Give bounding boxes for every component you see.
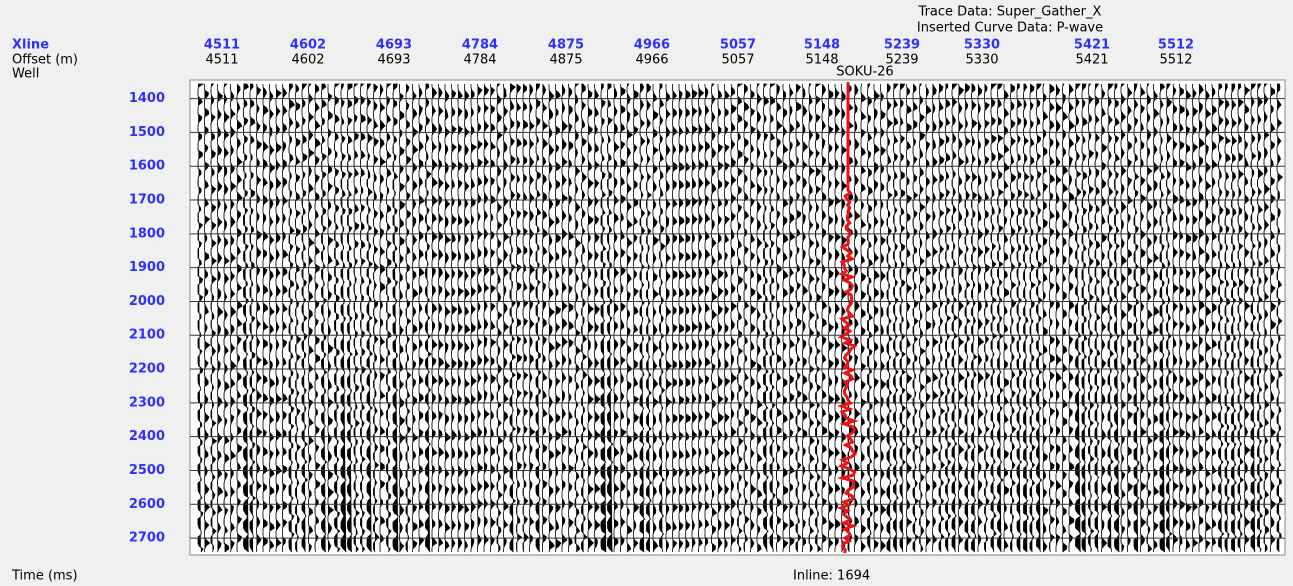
offset-value: 4602 xyxy=(291,53,324,68)
trace-data-title: Trace Data: Super_Gather_X xyxy=(918,5,1102,20)
xline-value: 4875 xyxy=(548,38,584,53)
offset-value: 5148 xyxy=(805,53,838,68)
xline-value: 5239 xyxy=(884,38,920,53)
offset-label: Offset (m) xyxy=(12,53,78,68)
curve-data-title: Inserted Curve Data: P-wave xyxy=(917,21,1103,36)
time-tick-label: 1500 xyxy=(129,125,165,140)
offset-value: 4875 xyxy=(549,53,582,68)
xline-value: 5057 xyxy=(720,38,756,53)
xline-value: 4602 xyxy=(290,38,326,53)
time-tick-label: 2100 xyxy=(129,328,165,343)
xline-value: 5512 xyxy=(1158,38,1194,53)
time-label: Time (ms) xyxy=(11,569,78,584)
time-tick-label: 1700 xyxy=(129,193,165,208)
time-tick-label: 1800 xyxy=(129,226,165,241)
offset-value: 5512 xyxy=(1159,53,1192,68)
time-tick-label: 2600 xyxy=(129,497,165,512)
offset-value: 5421 xyxy=(1075,53,1108,68)
xline-value: 4784 xyxy=(462,38,498,53)
time-tick-label: 2500 xyxy=(129,463,165,478)
xline-value: 5421 xyxy=(1074,38,1110,53)
offset-value: 4966 xyxy=(635,53,668,68)
xline-value: 4511 xyxy=(204,38,240,53)
time-tick-label: 2200 xyxy=(129,362,165,377)
xline-label: Xline xyxy=(12,38,49,53)
offset-value: 5239 xyxy=(885,53,918,68)
offset-value: 4784 xyxy=(463,53,496,68)
time-tick-label: 1400 xyxy=(129,91,165,106)
time-tick-label: 1600 xyxy=(129,159,165,174)
xline-value: 5148 xyxy=(804,38,840,53)
offset-value: 4693 xyxy=(377,53,410,68)
time-tick-label: 2400 xyxy=(129,429,165,444)
offset-value: 5057 xyxy=(721,53,754,68)
well-label: Well xyxy=(12,67,39,82)
offset-value: 4511 xyxy=(205,53,238,68)
xline-value: 4966 xyxy=(634,38,670,53)
time-tick-label: 1900 xyxy=(129,260,165,275)
xline-value: 5330 xyxy=(964,38,1000,53)
time-tick-label: 2000 xyxy=(129,294,165,309)
inline-label: Inline: 1694 xyxy=(793,569,870,584)
offset-value: 5330 xyxy=(965,53,998,68)
time-tick-label: 2300 xyxy=(129,395,165,410)
seismic-view: Trace Data: Super_Gather_X Inserted Curv… xyxy=(0,0,1293,586)
xline-value: 4693 xyxy=(376,38,412,53)
time-tick-label: 2700 xyxy=(129,531,165,546)
